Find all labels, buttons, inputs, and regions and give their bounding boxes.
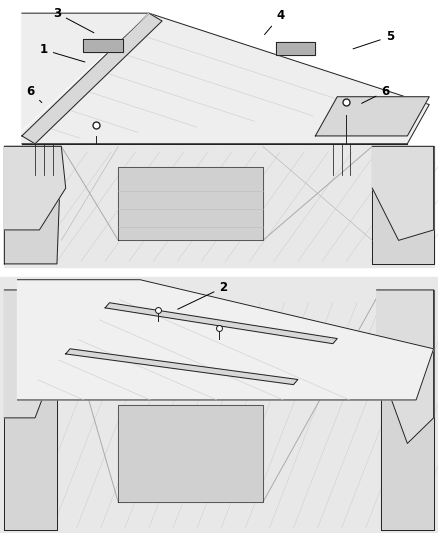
Polygon shape <box>4 147 66 230</box>
Polygon shape <box>22 13 429 144</box>
Text: 1: 1 <box>40 43 85 62</box>
Polygon shape <box>0 277 438 533</box>
Polygon shape <box>276 42 315 55</box>
Polygon shape <box>22 13 162 144</box>
Polygon shape <box>18 280 434 400</box>
Polygon shape <box>118 167 263 240</box>
Polygon shape <box>4 147 434 266</box>
Polygon shape <box>381 290 434 530</box>
Polygon shape <box>315 97 429 136</box>
Text: 5: 5 <box>353 30 394 49</box>
Text: 2: 2 <box>178 281 227 309</box>
Polygon shape <box>377 290 434 443</box>
Text: 6: 6 <box>27 85 42 103</box>
Polygon shape <box>105 303 337 344</box>
Polygon shape <box>118 405 263 502</box>
Polygon shape <box>372 147 434 264</box>
Text: 3: 3 <box>53 7 94 33</box>
Polygon shape <box>4 147 61 264</box>
Text: 6: 6 <box>362 85 389 103</box>
Polygon shape <box>4 290 57 530</box>
Polygon shape <box>372 147 434 240</box>
Polygon shape <box>4 290 61 418</box>
Polygon shape <box>66 349 298 385</box>
Polygon shape <box>83 39 123 52</box>
Text: 4: 4 <box>265 9 284 35</box>
